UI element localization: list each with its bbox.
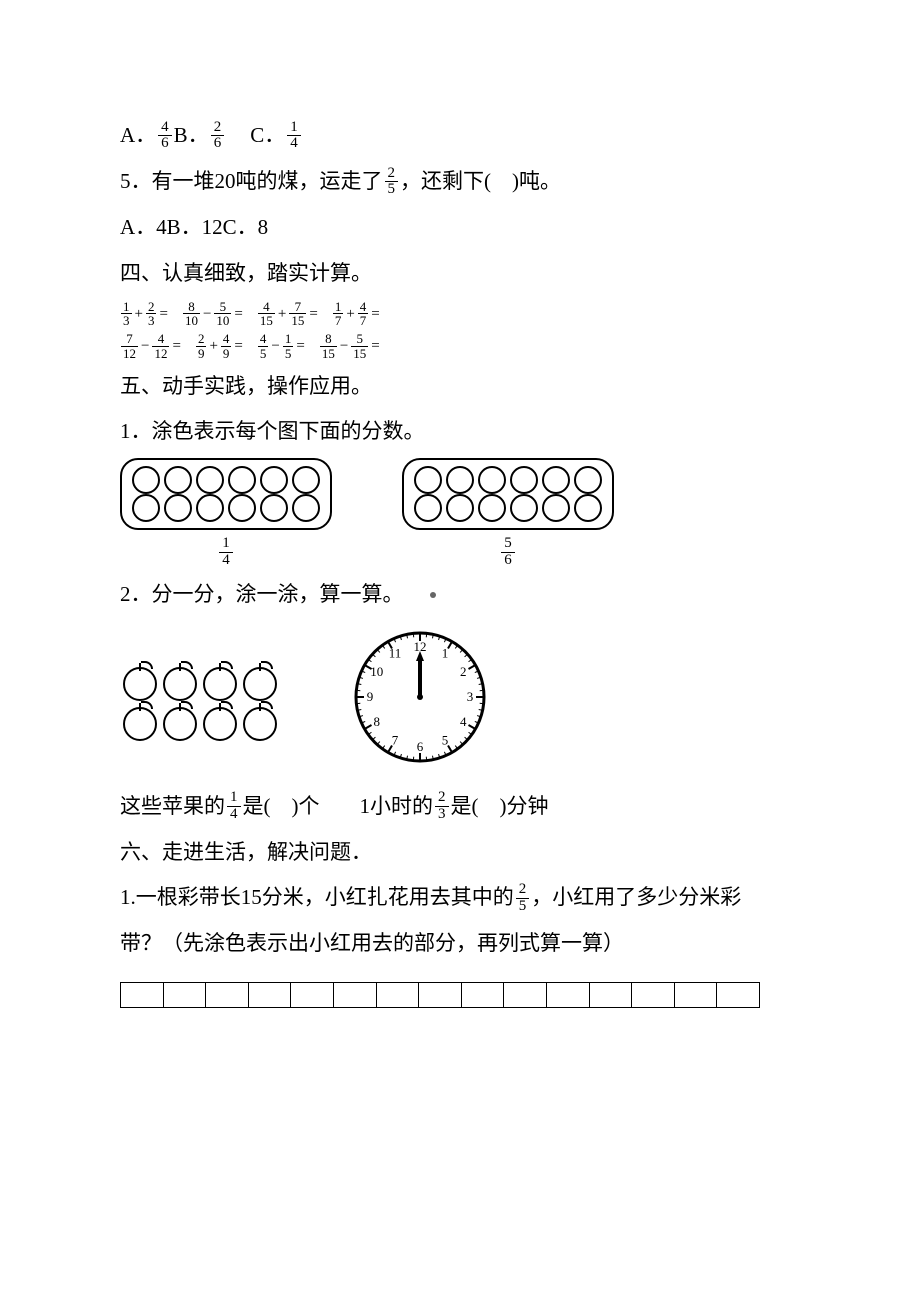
opt-b-label: B． (174, 116, 209, 156)
opt-c-label: C． (250, 116, 285, 156)
q5-frac: 2 5 (385, 166, 399, 199)
sec4-row2: 712−412=29+49=45−15=815−515= (120, 332, 800, 361)
ribbon-strip (120, 982, 800, 1008)
sec6-q1-line1: 1.一根彩带长15分米，小红扎花用去其中的 2 5 ，小红用了多少分米彩 (120, 878, 800, 918)
svg-text:3: 3 (467, 689, 474, 704)
sec6-q1-line2: 带？（先涂色表示出小红用去的部分，再列式算一算） (120, 924, 800, 964)
apples-and-clock: 121234567891011 (120, 627, 800, 781)
circle-box-1: 1 4 (120, 458, 332, 569)
worksheet-page: A． 4 6 B． 2 6 C． 1 4 5． 有一堆20吨的煤，运走了 2 5… (0, 0, 920, 1208)
svg-text:6: 6 (417, 739, 424, 754)
svg-text:4: 4 (460, 714, 467, 729)
sec5-q1: 1．涂色表示每个图下面的分数。 (120, 412, 800, 452)
box1-frac: 1 4 (219, 536, 233, 569)
svg-text:2: 2 (460, 664, 467, 679)
opt-a-label: A． (120, 116, 156, 156)
sec5-q2-answers: 这些苹果的 1 4 是( )个 1小时的 2 3 是( )分钟 (120, 787, 800, 827)
svg-text:7: 7 (392, 732, 399, 747)
sec5-q2: 2．分一分，涂一涂，算一算。 (120, 575, 800, 615)
svg-text:8: 8 (373, 714, 380, 729)
circle-boxes: 1 4 5 6 (120, 458, 800, 569)
opt-b-frac: 2 6 (211, 120, 225, 153)
bullet-icon (430, 592, 436, 598)
sec6-heading: 六、走进生活，解决问题． (120, 833, 800, 873)
sec4-row1: 13+23=810−510=415+715=17+47= (120, 300, 800, 329)
svg-text:9: 9 (367, 689, 374, 704)
clock: 121234567891011 (350, 627, 490, 781)
q5-text: 5． 有一堆20吨的煤，运走了 2 5 ，还剩下( )吨。 (120, 162, 800, 202)
q5-options: A．4B．12C．8 (120, 208, 800, 248)
opt-a-frac: 4 6 (158, 120, 172, 153)
svg-text:5: 5 (442, 732, 449, 747)
box2-frac: 5 6 (501, 536, 515, 569)
sec5-heading: 五、动手实践，操作应用。 (120, 367, 800, 407)
q4-options: A． 4 6 B． 2 6 C． 1 4 (120, 116, 800, 156)
sec4-heading: 四、认真细致，踏实计算。 (120, 254, 800, 294)
svg-text:10: 10 (370, 664, 383, 679)
opt-c-frac: 1 4 (287, 120, 301, 153)
circle-box-2: 5 6 (402, 458, 614, 569)
apple-grid (120, 664, 280, 744)
